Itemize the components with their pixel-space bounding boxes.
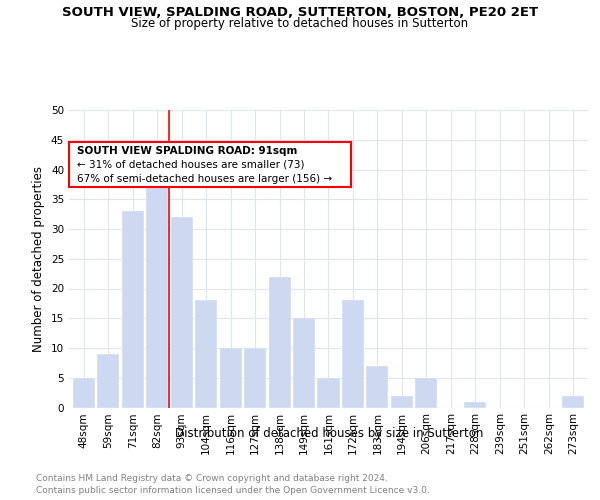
Bar bbox=[170, 217, 193, 408]
Bar bbox=[317, 378, 340, 408]
Bar bbox=[97, 354, 119, 408]
Bar bbox=[415, 378, 437, 408]
Bar bbox=[342, 300, 364, 408]
Y-axis label: Number of detached properties: Number of detached properties bbox=[32, 166, 46, 352]
Bar bbox=[73, 378, 95, 408]
Bar bbox=[195, 300, 217, 408]
Bar bbox=[464, 402, 487, 407]
Text: SOUTH VIEW SPALDING ROAD: 91sqm: SOUTH VIEW SPALDING ROAD: 91sqm bbox=[77, 146, 298, 156]
Bar bbox=[367, 366, 388, 408]
Text: Contains HM Land Registry data © Crown copyright and database right 2024.: Contains HM Land Registry data © Crown c… bbox=[36, 474, 388, 483]
Bar bbox=[293, 318, 315, 408]
Text: SOUTH VIEW, SPALDING ROAD, SUTTERTON, BOSTON, PE20 2ET: SOUTH VIEW, SPALDING ROAD, SUTTERTON, BO… bbox=[62, 6, 538, 19]
Bar bbox=[244, 348, 266, 408]
Text: Size of property relative to detached houses in Sutterton: Size of property relative to detached ho… bbox=[131, 18, 469, 30]
Text: Distribution of detached houses by size in Sutterton: Distribution of detached houses by size … bbox=[175, 428, 483, 440]
Bar bbox=[122, 211, 143, 408]
Text: Contains public sector information licensed under the Open Government Licence v3: Contains public sector information licen… bbox=[36, 486, 430, 495]
Bar bbox=[146, 170, 168, 408]
Bar bbox=[391, 396, 413, 407]
Bar bbox=[269, 276, 290, 407]
Bar bbox=[220, 348, 242, 408]
Text: ← 31% of detached houses are smaller (73): ← 31% of detached houses are smaller (73… bbox=[77, 160, 305, 170]
Text: 67% of semi-detached houses are larger (156) →: 67% of semi-detached houses are larger (… bbox=[77, 174, 332, 184]
Bar bbox=[562, 396, 584, 407]
